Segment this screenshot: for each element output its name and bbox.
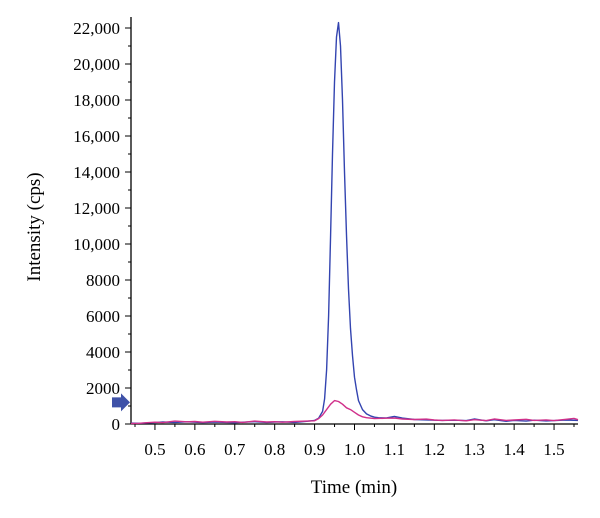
x-tick-label: 0.5 bbox=[144, 440, 165, 459]
y-tick-label: 4000 bbox=[86, 343, 120, 362]
x-axis: 0.5 0.6 0.7 0.8 0.9 1.0 1.1 1.2 1.3 1.4 1.5 bbox=[131, 423, 578, 459]
y-tick-label: 2000 bbox=[86, 379, 120, 398]
y-tick-label: 10,000 bbox=[73, 235, 120, 254]
y-tick-label: 14,000 bbox=[73, 163, 120, 182]
x-tick-label: 1.1 bbox=[384, 440, 405, 459]
y-tick-label: 0 bbox=[112, 415, 121, 434]
y-tick-label: 8000 bbox=[86, 271, 120, 290]
x-axis-title: Time (min) bbox=[311, 477, 397, 498]
y-axis: 0 2000 4000 6000 8000 10,000 12,000 14,000 16,00… bbox=[73, 17, 132, 434]
series-line-2 bbox=[130, 399, 579, 425]
y-tick-label: 6000 bbox=[86, 307, 120, 326]
y-tick-label: 18,000 bbox=[73, 91, 120, 110]
y-tick-label: 20,000 bbox=[73, 55, 120, 74]
y-tick-label: 16,000 bbox=[73, 127, 120, 146]
x-tick-label: 1.4 bbox=[504, 440, 526, 459]
x-tick-label: 1.3 bbox=[464, 440, 485, 459]
y-tick-label: 22,000 bbox=[73, 19, 120, 38]
series-line-1 bbox=[130, 21, 579, 424]
x-tick-label: 1.0 bbox=[344, 440, 365, 459]
baseline-marker-icon bbox=[112, 393, 130, 412]
x-tick-label: 0.7 bbox=[224, 440, 246, 459]
x-tick-label: 0.6 bbox=[184, 440, 205, 459]
y-axis-title: Intensity (cps) bbox=[24, 172, 45, 281]
x-tick-label: 1.2 bbox=[424, 440, 445, 459]
x-tick-label: 0.9 bbox=[304, 440, 325, 459]
series-layer bbox=[130, 21, 579, 425]
x-tick-label: 1.5 bbox=[543, 440, 564, 459]
x-tick-label: 0.8 bbox=[264, 440, 285, 459]
y-tick-label: 12,000 bbox=[73, 199, 120, 218]
